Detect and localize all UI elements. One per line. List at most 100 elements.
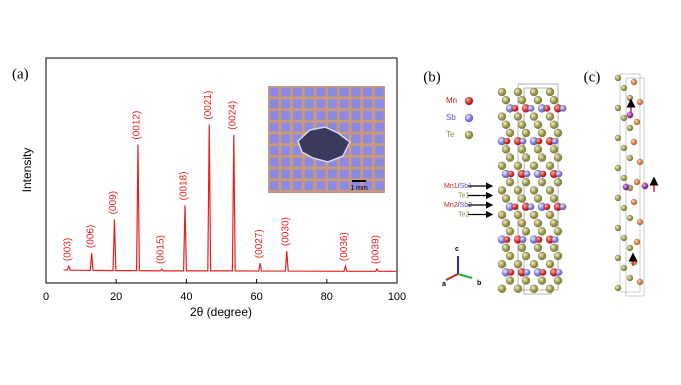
atom [521,128,531,138]
atom [533,219,543,228]
axis-label: a [442,281,446,288]
panel-label: (b) [423,69,441,85]
atom [501,120,511,129]
atom [513,210,523,220]
atom [641,182,649,190]
axis-b [457,273,473,279]
atom [535,137,543,145]
layer-label: Mn1/Sb1 [444,183,472,190]
atom [537,128,547,138]
atom [519,137,527,145]
atom [529,186,539,195]
panel-a: (a) 2θ (degree) Intensity 1 mm 0 20 40 60 80… [12,57,406,319]
legend-atom [464,130,474,140]
atom [501,145,511,154]
unit-cell [517,83,559,295]
layer-label-part: Te1 [458,192,469,199]
atom [537,276,547,285]
atom [559,105,567,112]
atom [529,210,539,220]
atom [620,84,628,92]
atom [614,74,622,82]
axis-label: c [455,246,459,253]
atom [626,154,634,162]
layer-label-part: Sb2 [460,202,473,209]
legend-atom [464,96,474,106]
atom [533,243,543,252]
data-line [63,124,397,272]
atom [513,161,523,170]
atom [553,276,563,285]
atom [614,164,622,172]
atom [501,194,511,203]
axis-label: b [477,280,481,287]
atom [533,96,543,105]
atom [636,218,644,226]
atom [517,145,527,154]
atom [537,227,547,236]
atom [521,178,531,187]
peak-label: (003) [62,238,73,261]
peak-label: (0015) [155,235,166,264]
atom [507,269,515,276]
atom [513,112,523,121]
atom [614,284,622,292]
atom [620,174,628,182]
atom [529,284,539,293]
atom [505,276,515,285]
atom [497,284,507,293]
atom [553,178,563,187]
atom [505,128,515,138]
atom [545,112,555,121]
atom [543,203,551,211]
layer-label-part: Sb1 [460,183,473,190]
atom [521,251,531,261]
peak-label: (0030) [280,217,291,246]
peak-label: (009) [108,191,119,214]
atom [529,112,539,121]
plot-frame [45,57,398,284]
peak-label: (0012) [132,111,143,140]
atom [527,105,535,112]
layer-label-part: Mn1 [444,183,458,190]
atom [614,104,622,112]
atom [537,251,547,261]
atom [527,203,535,211]
atom [517,243,527,252]
atom [497,161,507,170]
atom [545,284,555,293]
atom [513,284,523,293]
scale-label: 1 mm [350,185,368,192]
atom [511,105,519,112]
atom [521,153,531,162]
atom [503,236,511,243]
atom [555,269,563,276]
atom [501,219,511,228]
panel-label: (c) [584,69,601,85]
atom [517,219,527,228]
atom [549,194,559,203]
x-axis-label: 2θ (degree) [190,305,252,319]
crystal-flake [297,126,351,163]
atom [620,114,628,122]
legend-label: Mn [446,96,457,105]
atom [626,274,634,282]
panel-label: (a) [12,66,29,82]
atom [630,78,638,86]
atom [503,137,511,145]
atom [549,120,559,129]
atom [553,128,563,138]
unit-cell [619,73,645,297]
atom [513,87,523,97]
atom [533,145,543,154]
atom [633,118,641,126]
layer-label-part: Te2 [458,211,469,218]
atom [549,219,559,228]
atom [521,227,531,236]
atom [523,269,531,276]
peak-label: (006) [85,225,96,248]
atom [521,276,531,285]
atom [626,111,634,119]
x-tick-label: 60 [250,291,262,303]
